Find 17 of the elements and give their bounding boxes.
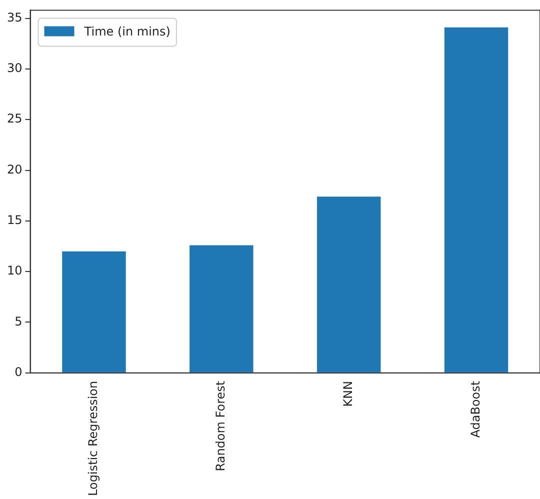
- y-tick-label: 10: [6, 264, 22, 278]
- bar: [316, 196, 381, 372]
- y-tick-label: 5: [14, 314, 22, 328]
- bar: [190, 245, 254, 372]
- legend-label: Time (in mins): [83, 24, 170, 38]
- y-tick-label: 0: [14, 365, 22, 380]
- bar: [444, 27, 508, 372]
- y-tick-label: 25: [6, 112, 22, 126]
- x-tick-label: Random Forest: [214, 380, 228, 472]
- y-tick-label: 35: [6, 10, 22, 24]
- y-tick-label: 15: [6, 213, 22, 228]
- x-tick-label: AdaBoost: [468, 380, 482, 438]
- y-tick-label: 20: [6, 162, 22, 176]
- y-tick-label: 30: [6, 61, 22, 76]
- x-tick-label: KNN: [340, 380, 355, 407]
- x-tick-label: Logistic Regression: [86, 380, 100, 496]
- bar: [62, 251, 126, 372]
